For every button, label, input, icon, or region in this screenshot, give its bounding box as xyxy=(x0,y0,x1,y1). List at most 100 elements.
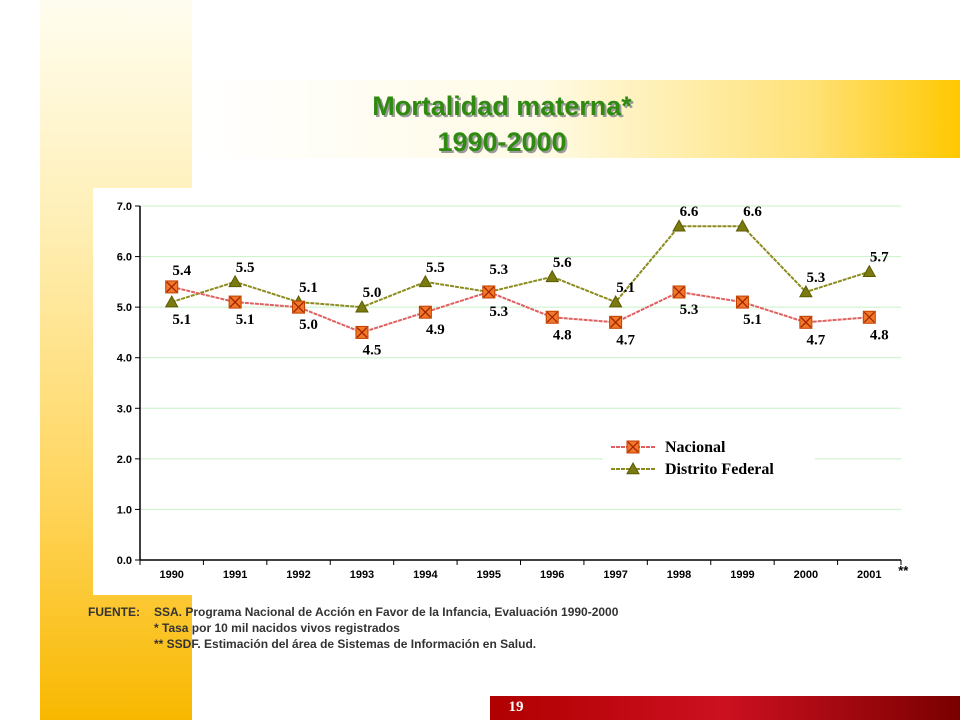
marker-x xyxy=(546,311,558,323)
point-nacional xyxy=(418,305,432,319)
data-label-nacional: 4.7 xyxy=(616,332,635,348)
line-chart: 0.0 1.0 2.0 3.0 4.0 5.0 6.0 7.0 1990 1991 1992 1993… xyxy=(117,201,910,581)
point-distrito-federal xyxy=(355,300,369,313)
x-tick-label: 1995 xyxy=(477,569,501,581)
x-tick-label: 2001 xyxy=(857,569,881,581)
legend-marker-nacional xyxy=(626,440,640,454)
data-label-nacional: 4.9 xyxy=(426,322,445,338)
y-tick-label: 2.0 xyxy=(117,454,132,466)
legend-label-distrito-federal: Distrito Federal xyxy=(665,461,774,478)
footnote-label: FUENTE: xyxy=(88,605,140,619)
x-tick-label: 1990 xyxy=(159,569,183,581)
point-distrito-federal xyxy=(672,219,686,232)
data-label-nacional: 5.3 xyxy=(680,302,699,318)
title-line-2: 1990-2000 xyxy=(437,127,567,157)
x-tick-label: 1996 xyxy=(540,569,564,581)
point-nacional xyxy=(355,325,369,339)
data-label-nacional: 5.0 xyxy=(299,317,318,333)
marker-x xyxy=(483,286,495,298)
data-label-nacional: 4.7 xyxy=(807,332,826,348)
y-tick-label: 4.0 xyxy=(117,353,132,365)
marker-x xyxy=(293,301,304,313)
marker-x xyxy=(863,311,875,323)
data-label-distrito-federal: 5.5 xyxy=(426,260,445,276)
marker-x xyxy=(673,286,685,298)
x-tick-label: 2000 xyxy=(794,569,818,581)
grid-lines xyxy=(140,205,901,510)
point-nacional xyxy=(609,315,623,329)
x-tick-label: 1993 xyxy=(350,569,374,581)
point-nacional xyxy=(292,300,306,314)
x-tick-label: 1992 xyxy=(286,569,310,581)
series xyxy=(164,219,877,339)
point-distrito-federal xyxy=(799,284,813,298)
y-tick-label: 1.0 xyxy=(117,504,132,516)
slide-title: Mortalidad materna* 1990-2000 xyxy=(192,88,812,160)
legend-label-nacional: Nacional xyxy=(665,439,726,456)
point-nacional xyxy=(228,295,242,309)
point-distrito-federal xyxy=(164,295,179,308)
y-tick-label: 3.0 xyxy=(117,403,132,415)
data-label-distrito-federal: 5.6 xyxy=(553,255,572,271)
point-nacional xyxy=(735,295,749,309)
data-label-distrito-federal: 6.6 xyxy=(680,204,699,220)
marker-x xyxy=(419,306,431,318)
footnote-ssdf: ** SSDF. Estimación del área de Sistemas… xyxy=(154,637,537,651)
series-line-distrito-federal xyxy=(171,225,870,309)
x-tick-label: 1999 xyxy=(730,569,754,581)
y-tick-label: 6.0 xyxy=(117,252,132,264)
title-band xyxy=(192,80,960,158)
data-label-distrito-federal: 5.3 xyxy=(807,270,826,286)
data-label-distrito-federal: 6.6 xyxy=(743,204,762,220)
page-number-band xyxy=(490,696,960,720)
point-distrito-federal xyxy=(608,295,623,308)
y-tick-label: 7.0 xyxy=(117,201,132,213)
point-distrito-federal xyxy=(862,264,877,278)
x-tick-label: 1997 xyxy=(603,569,627,581)
footnotes: FUENTE: SSA. Programa Nacional de Acción… xyxy=(88,604,788,652)
marker-x xyxy=(627,441,639,453)
point-nacional xyxy=(482,285,496,299)
data-label-distrito-federal: 5.0 xyxy=(363,285,382,301)
y-tick-label: 0.0 xyxy=(117,555,132,567)
x-tick-label: 1994 xyxy=(413,569,438,581)
x-tick-label: 1991 xyxy=(223,569,247,581)
marker-x xyxy=(737,296,748,308)
y-tick-label: 5.0 xyxy=(117,302,132,314)
data-label-nacional: 5.3 xyxy=(489,304,508,320)
data-label-nacional: 5.1 xyxy=(236,312,255,328)
x-axis-suffix: ** xyxy=(898,563,909,578)
point-distrito-federal xyxy=(418,274,433,288)
series-line-nacional xyxy=(171,285,870,334)
title-line-1: Mortalidad materna* xyxy=(372,91,632,121)
data-label-nacional: 4.8 xyxy=(870,327,889,343)
page-number: 19 xyxy=(508,699,524,715)
data-label-distrito-federal: 5.7 xyxy=(870,250,889,266)
data-label-distrito-federal: 5.1 xyxy=(172,312,191,328)
legend: Nacional Distrito Federal xyxy=(603,433,815,481)
data-label-distrito-federal: 5.1 xyxy=(616,280,635,296)
marker-x xyxy=(166,281,178,293)
chart-container: 0.0 1.0 2.0 3.0 4.0 5.0 6.0 7.0 1990 1991 1992 1993… xyxy=(93,188,915,595)
point-nacional xyxy=(545,310,559,324)
x-tick-label: 1998 xyxy=(667,569,691,581)
left-margin xyxy=(0,0,40,720)
point-distrito-federal xyxy=(545,269,560,283)
marker-x xyxy=(356,327,368,338)
point-nacional xyxy=(862,310,876,324)
data-label-distrito-federal: 5.5 xyxy=(236,260,255,276)
footnote-source-row: FUENTE: SSA. Programa Nacional de Acción… xyxy=(88,604,788,620)
data-label-distrito-federal: 5.3 xyxy=(489,262,508,278)
marker-x xyxy=(610,316,622,328)
marker-x xyxy=(229,296,241,308)
data-label-nacional: 5.1 xyxy=(743,312,762,328)
footnote-rate-row: * Tasa por 10 mil nacidos vivos registra… xyxy=(88,620,788,636)
footnote-rate: * Tasa por 10 mil nacidos vivos registra… xyxy=(154,621,400,635)
footnote-ssdf-row: ** SSDF. Estimación del área de Sistemas… xyxy=(88,636,788,652)
point-nacional xyxy=(799,315,813,329)
axes: 0.0 1.0 2.0 3.0 4.0 5.0 6.0 7.0 1990 1991 1992 1993… xyxy=(117,201,910,581)
data-labels: 5.4 5.1 5.5 5.1 5.1 5.0 5.0 4.5 5.5 4.9 5.3 5.3 5.6 4… xyxy=(172,204,889,358)
point-nacional xyxy=(165,280,179,294)
point-distrito-federal xyxy=(735,219,750,232)
data-label-distrito-federal: 5.1 xyxy=(299,280,318,296)
